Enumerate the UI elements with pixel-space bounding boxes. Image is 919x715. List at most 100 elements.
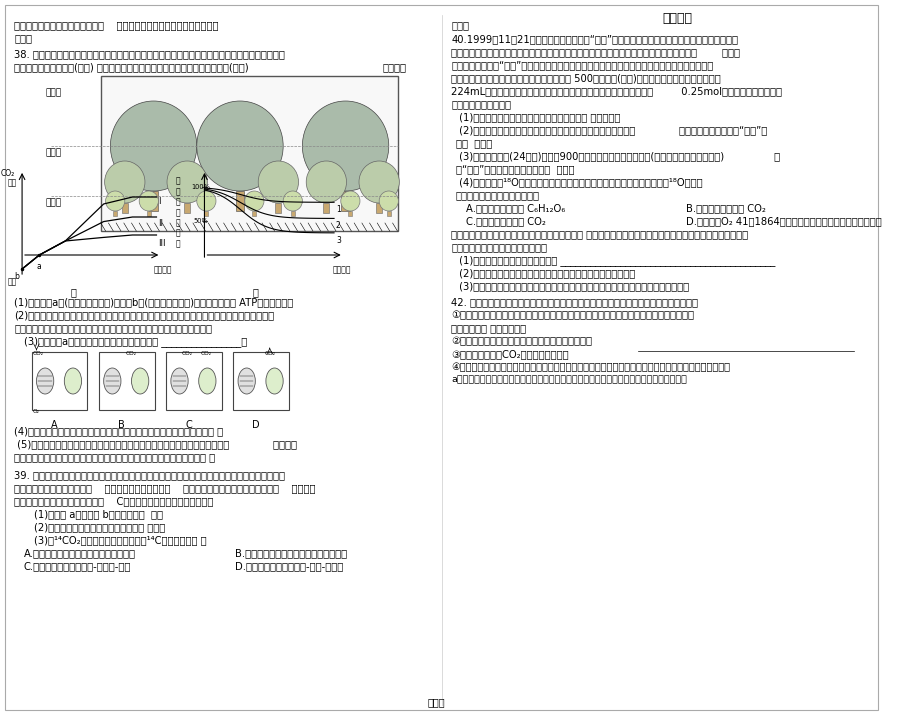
Text: 量的。: 量的。: [15, 33, 32, 43]
Text: 乙: 乙: [252, 287, 258, 297]
Text: (2)测定森林乔木在炎热夏季一天中的光合作用强度时，往往发现中午光合作用强度夏下降，原因: (2)测定森林乔木在炎热夏季一天中的光合作用强度时，往往发现中午光合作用强度夏下…: [15, 310, 274, 320]
Ellipse shape: [171, 368, 188, 394]
Text: 灌木层: 灌木层: [45, 148, 62, 157]
Text: (4)若宇航员用¹⁸O标记的水来培植小球藻，则经过一段时间后，首先出现含¹⁸O的应是: (4)若宇航员用¹⁸O标记的水来培植小球藻，则经过一段时间后，首先出现含¹⁸O的…: [456, 177, 702, 187]
Ellipse shape: [64, 368, 82, 394]
Ellipse shape: [238, 368, 255, 394]
Text: 40.1999年11月21日，我国载人航天飞机“神舟”号，首次试飞成功，这标志着我国的航天技术已: 40.1999年11月21日，我国载人航天飞机“神舟”号，首次试飞成功，这标志着…: [450, 34, 737, 44]
Text: 1: 1: [335, 205, 340, 214]
Circle shape: [105, 161, 145, 203]
Circle shape: [306, 161, 346, 203]
Text: CO₂: CO₂: [32, 351, 43, 356]
Bar: [275, 203, 281, 213]
Bar: [98, 352, 154, 410]
Bar: [235, 191, 244, 211]
Text: D.二氧化碳一五碳化合物-淀粉-葡萄糖: D.二氧化碳一五碳化合物-淀粉-葡萄糖: [235, 561, 343, 571]
Text: （填序号），并说明为什么。。: （填序号），并说明为什么。。: [456, 190, 539, 200]
Circle shape: [110, 101, 197, 191]
Text: O₂: O₂: [32, 409, 40, 414]
Text: 则“饲养”的这些小球藻至少需光照  小时。: 则“饲养”的这些小球藻至少需光照 小时。: [456, 164, 573, 174]
Text: ②向养殖液中通入空气，用水充足时，以降低蔬菜的: ②向养殖液中通入空气，用水充足时，以降低蔬菜的: [450, 336, 592, 346]
Circle shape: [258, 161, 298, 203]
Circle shape: [139, 191, 158, 211]
Text: 42. 在可控温度和大气成分的温室中，似人工配制营养液无土栽培蔬菜，请回答下列问题：: 42. 在可控温度和大气成分的温室中，似人工配制营养液无土栽培蔬菜，请回答下列问…: [450, 297, 698, 307]
Circle shape: [197, 191, 216, 211]
Text: 光照强度: 光照强度: [332, 265, 350, 274]
Bar: [31, 352, 87, 410]
Text: 3: 3: [335, 236, 340, 245]
Bar: [101, 76, 398, 231]
Bar: [233, 352, 289, 410]
Circle shape: [106, 191, 125, 211]
Text: C: C: [185, 420, 192, 430]
Text: B.二氧化碳一三碳化合物一葡萄糖一淀粉: B.二氧化碳一三碳化合物一葡萄糖一淀粉: [235, 548, 347, 558]
Text: A.二氧化碳一三碳化合物一淀粉一葡萄糖: A.二氧化碳一三碳化合物一淀粉一葡萄糖: [24, 548, 136, 558]
Text: CO₂: CO₂: [265, 351, 276, 356]
Text: (1)图甲中的a点(曲线与横轴交点)表示，b点(曲线与纵轴交点)时叶肉细胞产生 ATP的细胞器是。: (1)图甲中的a点(曲线与横轴交点)表示，b点(曲线与纵轴交点)时叶肉细胞产生 …: [15, 297, 293, 307]
Text: ③向培养液中通入CO₂有关光合作用的是: ③向培养液中通入CO₂有关光合作用的是: [450, 349, 568, 359]
Text: (2)若宇航员维持生命活动所需的氧气全部来自小球藻的光合作用              ，则在太空舱内至少要“饲养”小: (2)若宇航员维持生命活动所需的氧气全部来自小球藻的光合作用 ，则在太空舱内至少…: [456, 125, 766, 135]
Text: CO₂: CO₂: [126, 351, 137, 356]
Text: 合作用强度之间的关系(图甲) 及叶肉细胞中的相对含水量与光照强度之间的关系(图乙): 合作用强度之间的关系(图甲) 及叶肉细胞中的相对含水量与光照强度之间的关系(图乙…: [15, 62, 249, 72]
Circle shape: [379, 191, 398, 211]
Text: CO₂: CO₂: [181, 351, 192, 356]
Text: I: I: [158, 197, 161, 206]
Text: II: II: [158, 219, 164, 228]
Bar: [204, 211, 208, 216]
Text: B: B: [118, 420, 125, 430]
Text: 二氧化碳的条件下给予光照，    然后以离心法去掉基粒，    把二氧化碳加入无叶绿素的基质中，    虽然在黑: 二氧化碳的条件下给予光照， 然后以离心法去掉基粒， 把二氧化碳加入无叶绿素的基质…: [15, 483, 315, 493]
Text: 请回答下列有关问题：: 请回答下列有关问题：: [450, 99, 511, 109]
Text: 这种生物固氮和工业合成氮比较，    它是在、条件下进行的，从而节省了大: 这种生物固氮和工业合成氮比较， 它是在、条件下进行的，从而节省了大: [15, 20, 219, 30]
Bar: [147, 211, 151, 216]
Text: (4)图乙中表示乔木叶肉细胞的相对含水量与光照强度之间的关系的是曲线 。: (4)图乙中表示乔木叶肉细胞的相对含水量与光照强度之间的关系的是曲线 。: [15, 426, 223, 436]
Ellipse shape: [131, 368, 149, 394]
Text: 回答：: 回答：: [450, 20, 469, 30]
Text: D.空气中的O₂ 41、1864年，德国科学家萨克斯将绿色叶片放在: D.空气中的O₂ 41、1864年，德国科学家萨克斯将绿色叶片放在: [686, 216, 881, 226]
Text: (3)在上述实验中，萨克斯对这个实验的设计具有很强的逻辑上的严密性，具体体现在: (3)在上述实验中，萨克斯对这个实验的设计具有很强的逻辑上的严密性，具体体现在: [456, 281, 688, 291]
Text: 此措施可通过 等方法实现。: 此措施可通过 等方法实现。: [450, 323, 526, 333]
Circle shape: [283, 191, 302, 211]
Text: (1)在此实验中，萨克斯看到的现象 ___________________________________________: (1)在此实验中，萨克斯看到的现象 ______________________…: [456, 255, 775, 266]
Text: (1)叶绿素 a和叶绿素 b的颜色分别是  和。: (1)叶绿素 a和叶绿素 b的颜色分别是 和。: [34, 509, 163, 519]
Text: 欢下载: 欢下载: [427, 697, 445, 707]
Bar: [184, 203, 190, 213]
Ellipse shape: [266, 368, 283, 394]
Bar: [166, 352, 221, 410]
Text: 暗处几小时，然后把此叶片一半遮光，一半曝光。 经过一段时间后，用碘蒸气处理叶片，成功地证明绿色叶片在: 暗处几小时，然后把此叶片一半遮光，一半曝光。 经过一段时间后，用碘蒸气处理叶片，…: [450, 229, 747, 239]
Text: III: III: [158, 239, 165, 248]
Text: 球藻  公斤。: 球藻 公斤。: [456, 138, 492, 148]
Text: 224mL（标准状况），一名宇航员要维持正常的生命活动，每小时约需         0.25mol的葡萄糖来提供能量，: 224mL（标准状况），一名宇航员要维持正常的生命活动，每小时约需 0.25mo…: [450, 86, 781, 96]
Text: 2: 2: [335, 222, 340, 230]
Text: CO₂: CO₂: [200, 351, 211, 356]
Bar: [323, 203, 329, 213]
Bar: [122, 203, 128, 213]
Text: (1)每公斤小球藻在光照条件下，每小时可产生 克葡萄糖。: (1)每公斤小球藻在光照条件下，每小时可产生 克葡萄糖。: [456, 112, 619, 122]
Bar: [149, 191, 158, 211]
Bar: [376, 203, 381, 213]
Bar: [113, 211, 117, 216]
Text: a写出培养液中与光合作用有关的三种必需矿质元素的元素符号及它们在光合作用中的作用：: a写出培养液中与光合作用有关的三种必需矿质元素的元素符号及它们在光合作用中的作用…: [450, 375, 686, 384]
Text: (3)若宇航员每天(24小时)消耗的900克葡萄糖全部由小球藻提供(不考虑小球藻的自身消耗)                ，: (3)若宇航员每天(24小时)消耗的900克葡萄糖全部由小球藻提供(不考虑小球藻…: [456, 151, 779, 161]
Text: ①春季天气晴朗，光照充足时，为使作物增产，除满足矿质元素的需求外，应采取的措施是: ①春季天气晴朗，光照充足时，为使作物增产，除满足矿质元素的需求外，应采取的措施是: [450, 310, 694, 320]
Text: 乔木层: 乔木层: [45, 88, 62, 97]
Text: B.小球藻的呼吸产物 CO₂: B.小球藻的呼吸产物 CO₂: [686, 203, 766, 213]
Text: (2)叶绿素吸收光能进行光反应，产物是 、和。: (2)叶绿素吸收光能进行光反应，产物是 、和。: [34, 522, 165, 532]
Text: 39. 绿色植物进行光合作用的完整单位是叶绿体。当打破叶绿体膜后，基质和基粒便释放出来。在缺: 39. 绿色植物进行光合作用的完整单位是叶绿体。当打破叶绿体膜后，基质和基粒便释…: [15, 470, 285, 480]
Text: 38. 下图是一个森林生态系统的植物生长情况，其他成分末表示出，有位科学家研究了图中植物的光: 38. 下图是一个森林生态系统的植物生长情况，其他成分末表示出，有位科学家研究了…: [15, 49, 285, 59]
Text: 。请分析: 。请分析: [381, 62, 405, 72]
Text: a: a: [37, 262, 41, 271]
Circle shape: [167, 161, 207, 203]
Text: 光合作用中产生了淀粉。据此回答。: 光合作用中产生了淀粉。据此回答。: [450, 242, 547, 252]
Bar: [252, 211, 256, 216]
Text: A.小球藻的光合产物 C₆H₁₂O₆: A.小球藻的光合产物 C₆H₁₂O₆: [465, 203, 564, 213]
Circle shape: [197, 101, 283, 191]
Text: 光照强度: 光照强度: [153, 265, 172, 274]
Bar: [386, 211, 391, 216]
Text: 100%: 100%: [191, 184, 210, 190]
Text: (5)假设将图中部分区域的乔木用无色细网膜一棵棵的完全罩住，则由于破坏了              ，网乔木: (5)假设将图中部分区域的乔木用无色细网膜一棵棵的完全罩住，则由于破坏了 ，网乔…: [15, 439, 297, 449]
Text: 气，也能合成有机物。在一般光照条件下，每 500克小球藻(鲜重)经光合作用每小时约可释放氧气: 气，也能合成有机物。在一般光照条件下，每 500克小球藻(鲜重)经光合作用每小时…: [450, 73, 720, 83]
Text: 居世界领先地位。在长期的航天飞行中，比较难解决的问题是宇航员的食物与氧气供应问题。        科学家: 居世界领先地位。在长期的航天飞行中，比较难解决的问题是宇航员的食物与氧气供应问题…: [450, 47, 740, 57]
Text: 50%: 50%: [194, 219, 209, 225]
Text: C.二氧化碳一五碳化合物-葡萄糖-淀粉: C.二氧化碳一五碳化合物-葡萄糖-淀粉: [24, 561, 131, 571]
Bar: [341, 191, 349, 211]
